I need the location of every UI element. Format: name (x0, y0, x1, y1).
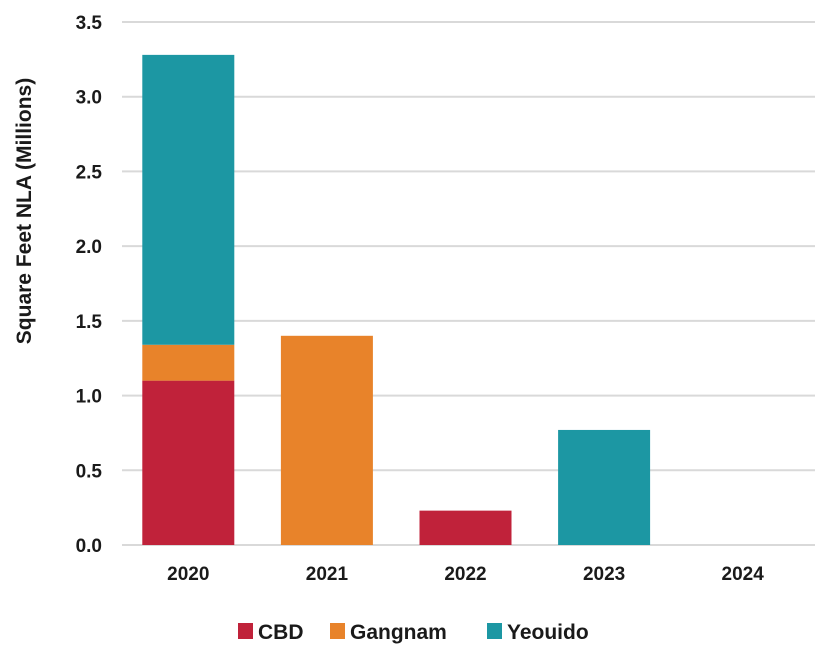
legend-item-yeouido: Yeouido (487, 621, 589, 644)
bar-segment-cbd-2022 (419, 510, 512, 545)
bar-segment-cbd-2020 (142, 380, 235, 545)
y-axis-title: Square Feet NLA (Millions) (13, 78, 36, 344)
y-tick-label: 2.0 (76, 237, 102, 258)
y-tick-label: 0.0 (76, 536, 102, 557)
legend-label: CBD (258, 621, 304, 644)
gridlines (122, 21, 815, 546)
x-tick-label: 2021 (306, 564, 349, 585)
y-tick-label: 2.5 (76, 162, 103, 183)
y-tick-label: 1.0 (76, 387, 102, 408)
y-tick-label: 3.0 (76, 88, 102, 109)
bar-segment-yeouido-2020 (142, 54, 235, 345)
legend-label: Gangnam (350, 621, 447, 644)
legend-item-gangnam: Gangnam (330, 621, 447, 644)
legend-swatch (487, 623, 502, 639)
x-tick-label: 2022 (444, 564, 486, 585)
bar-segment-gangnam-2021 (280, 335, 373, 545)
x-tick-labels: 2020 2021 2022 2023 2024 (167, 564, 764, 585)
x-tick-label: 2020 (167, 564, 209, 585)
bars (142, 54, 651, 545)
bar-segment-yeouido-2023 (558, 429, 651, 545)
legend-swatch (330, 623, 345, 639)
legend: CBD Gangnam Yeouido (238, 621, 589, 644)
x-tick-label: 2023 (583, 564, 625, 585)
legend-label: Yeouido (507, 621, 589, 644)
y-tick-label: 0.5 (76, 461, 103, 482)
bar-segment-gangnam-2020 (142, 344, 235, 381)
x-tick-label: 2024 (722, 564, 765, 585)
y-tick-label: 1.5 (76, 312, 103, 333)
legend-item-cbd: CBD (238, 621, 304, 644)
y-tick-label: 3.5 (76, 13, 103, 34)
y-tick-labels: 0.0 0.5 1.0 1.5 2.0 2.5 3.0 3.5 (76, 13, 103, 557)
legend-swatch (238, 623, 253, 639)
